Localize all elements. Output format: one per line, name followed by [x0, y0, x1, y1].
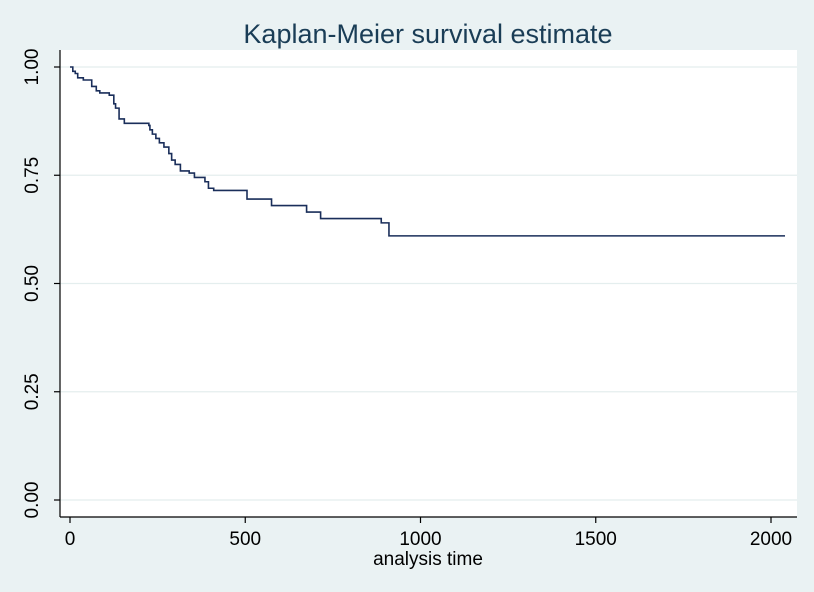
x-tick-label: 2000: [750, 529, 792, 550]
chart-title: Kaplan-Meier survival estimate: [243, 19, 612, 49]
x-tick-label: 1500: [575, 529, 617, 550]
survival-curve: [70, 66, 786, 237]
y-tick-label: 0.25: [22, 373, 43, 410]
tick-marks: 0.00 0.25 0.50 0.75 1.00 0 500 1000 1500 2000: [22, 49, 792, 550]
y-tick-label: 0.00: [22, 482, 43, 519]
y-tick-label: 0.50: [22, 265, 43, 302]
x-tick-label: 1000: [399, 529, 441, 550]
x-tick-label: 500: [229, 529, 261, 550]
y-tick-label: 1.00: [22, 49, 43, 86]
y-tick-label: 0.75: [22, 157, 43, 194]
gridlines: [60, 66, 797, 501]
x-axis-label: analysis time: [373, 549, 483, 570]
x-tick-label: 0: [65, 529, 76, 550]
survival-curve-layer: [70, 66, 786, 237]
